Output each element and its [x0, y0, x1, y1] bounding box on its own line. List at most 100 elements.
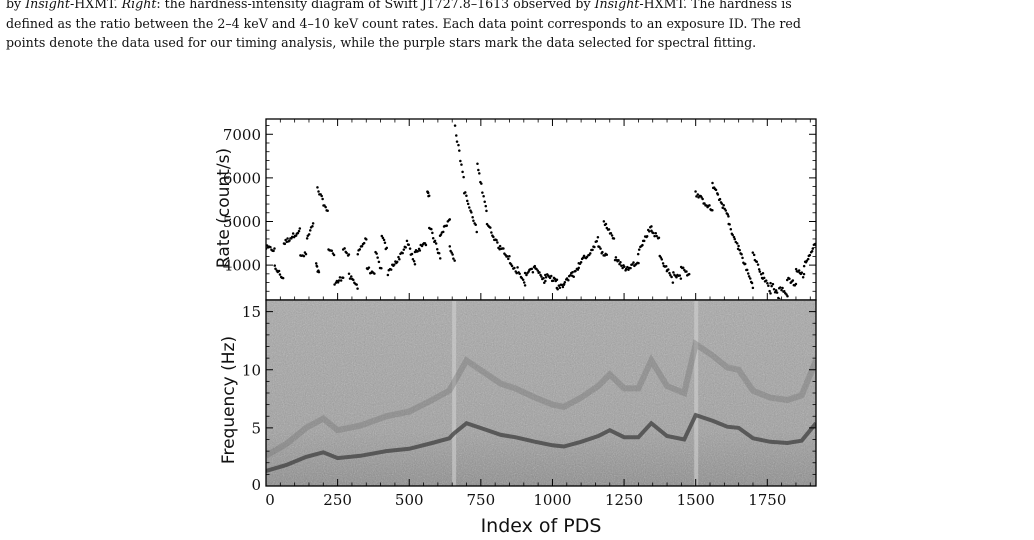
rate-point-20-8 — [436, 247, 439, 251]
rate-point-42-11 — [648, 230, 651, 233]
rate-point-10-8 — [356, 287, 359, 290]
rate-point-14-3 — [383, 241, 387, 244]
rate-point-1-1 — [274, 267, 277, 271]
rate-point-12-7 — [373, 272, 376, 275]
rate-point-17-2 — [407, 243, 410, 247]
rate-point-35-6 — [577, 266, 580, 270]
pds-x-tick-label-250: 250 — [323, 491, 352, 509]
rate-point-46-3 — [675, 276, 678, 279]
rate-point-49-16 — [726, 213, 730, 216]
rate-point-27-3 — [502, 247, 505, 250]
rate-point-57-3 — [797, 269, 801, 272]
rate-point-51-7 — [743, 262, 747, 266]
rate-point-11-2 — [358, 248, 362, 251]
rate-point-9-3 — [345, 251, 348, 255]
bright-column-655 — [452, 301, 457, 486]
rate-point-33-5 — [560, 283, 564, 287]
rate-point-19-3 — [426, 191, 430, 195]
rate-point-54-6 — [775, 291, 779, 294]
rate-point-24-9 — [472, 219, 475, 222]
rate-point-23-4 — [458, 149, 461, 152]
rate-point-5-2 — [315, 265, 319, 268]
rate-point-48-1 — [695, 195, 698, 198]
rate-point-4-0 — [305, 237, 309, 240]
rate-point-16-6 — [401, 251, 404, 255]
rate-point-39-10 — [612, 237, 616, 240]
rate-point-27-7 — [506, 255, 509, 258]
caption-run-2: -HXMT. — [70, 0, 122, 11]
rate-point-18-11 — [424, 243, 428, 247]
rate-point-27-9 — [508, 255, 511, 258]
rate-point-42-1 — [637, 248, 641, 251]
rate-point-31-5 — [538, 271, 541, 274]
rate-point-32-5 — [548, 276, 552, 280]
rate-point-16-1 — [395, 260, 399, 264]
rate-point-24-2 — [465, 194, 468, 197]
caption-run-3: Right — [121, 0, 157, 11]
light-curve-panel: 4000 5000 6000 7000 Rate (count/s) — [214, 118, 817, 301]
freq-y-tick-label-15: 15 — [242, 303, 261, 321]
rate-point-50-6 — [733, 237, 736, 241]
rate-point-21-3 — [441, 230, 445, 234]
rate-point-0-4 — [269, 245, 272, 249]
rate-point-56-8 — [794, 282, 798, 286]
light-curve-points — [266, 124, 816, 299]
rate-point-5-5 — [317, 270, 321, 274]
rate-point-26-4 — [490, 231, 493, 234]
rate-point-20-10 — [437, 252, 441, 255]
rate-point-11-4 — [360, 244, 364, 248]
rate-point-20-6 — [433, 239, 437, 243]
rate-point-58-0 — [802, 264, 806, 268]
rate-point-53-7 — [769, 292, 772, 295]
rate-point-52-7 — [758, 270, 762, 273]
rate-point-45-5 — [671, 281, 675, 284]
rate-point-54-3 — [772, 288, 776, 291]
rate-point-40-7 — [620, 264, 623, 268]
rate-y-tick-label-7000: 7000 — [223, 126, 261, 144]
rate-point-24-3 — [466, 199, 469, 203]
pds-x-tick-label-0: 0 — [265, 491, 275, 509]
rate-point-43-2 — [652, 231, 655, 235]
caption-run-4: : the hardness-intensity diagram of Swif… — [156, 0, 595, 11]
rate-point-51-0 — [737, 244, 740, 248]
rate-point-13-1 — [375, 252, 378, 255]
rate-point-17-7 — [412, 260, 416, 263]
rate-point-54-0 — [769, 281, 772, 285]
rate-point-8-3 — [336, 281, 340, 284]
rate-point-4-2 — [307, 233, 311, 236]
rate-point-45-1 — [667, 268, 670, 271]
rate-point-43-7 — [657, 236, 661, 239]
rate-point-22-2 — [450, 251, 453, 254]
rate-point-24-8 — [471, 215, 474, 219]
rate-point-26-6 — [492, 235, 495, 239]
rate-point-38-2 — [599, 247, 602, 250]
caption-line-2: defined as the ratio between the 2–4 keV… — [6, 15, 801, 31]
rate-point-8-5 — [338, 276, 342, 279]
rate-point-50-2 — [729, 228, 733, 231]
power-spectrum-y-ticks: 0 5 10 15 — [242, 303, 816, 494]
rate-point-48-17 — [711, 208, 714, 212]
rate-point-13-5 — [380, 267, 383, 270]
rate-point-8-6 — [339, 279, 343, 282]
qpo-harmonic-track — [266, 339, 816, 459]
caption-line-1-runs: by Insight-HXMT. Right: the hardness-int… — [6, 0, 792, 11]
rate-point-51-11 — [747, 275, 751, 278]
rate-point-52-6 — [757, 268, 761, 271]
rate-point-9-5 — [347, 253, 351, 256]
rate-point-22-5 — [453, 259, 456, 262]
rate-point-3-5 — [304, 252, 308, 256]
rate-point-20-7 — [434, 242, 438, 245]
rate-point-46-0 — [672, 271, 675, 274]
rate-point-58-8 — [810, 250, 814, 253]
rate-point-10-1 — [348, 277, 352, 280]
rate-point-28-2 — [510, 264, 514, 268]
rate-point-52-8 — [759, 273, 763, 276]
power-spectrum-x-ticks: 0 250 500 750 1000 1250 1500 1750 — [265, 479, 811, 509]
rate-point-41-6 — [631, 263, 634, 266]
rate-point-36-8 — [585, 255, 589, 259]
rate-point-34-0 — [562, 283, 566, 287]
rate-point-58-4 — [806, 257, 810, 261]
rate-point-39-5 — [607, 228, 611, 231]
freq-y-tick-label-10: 10 — [242, 361, 261, 379]
